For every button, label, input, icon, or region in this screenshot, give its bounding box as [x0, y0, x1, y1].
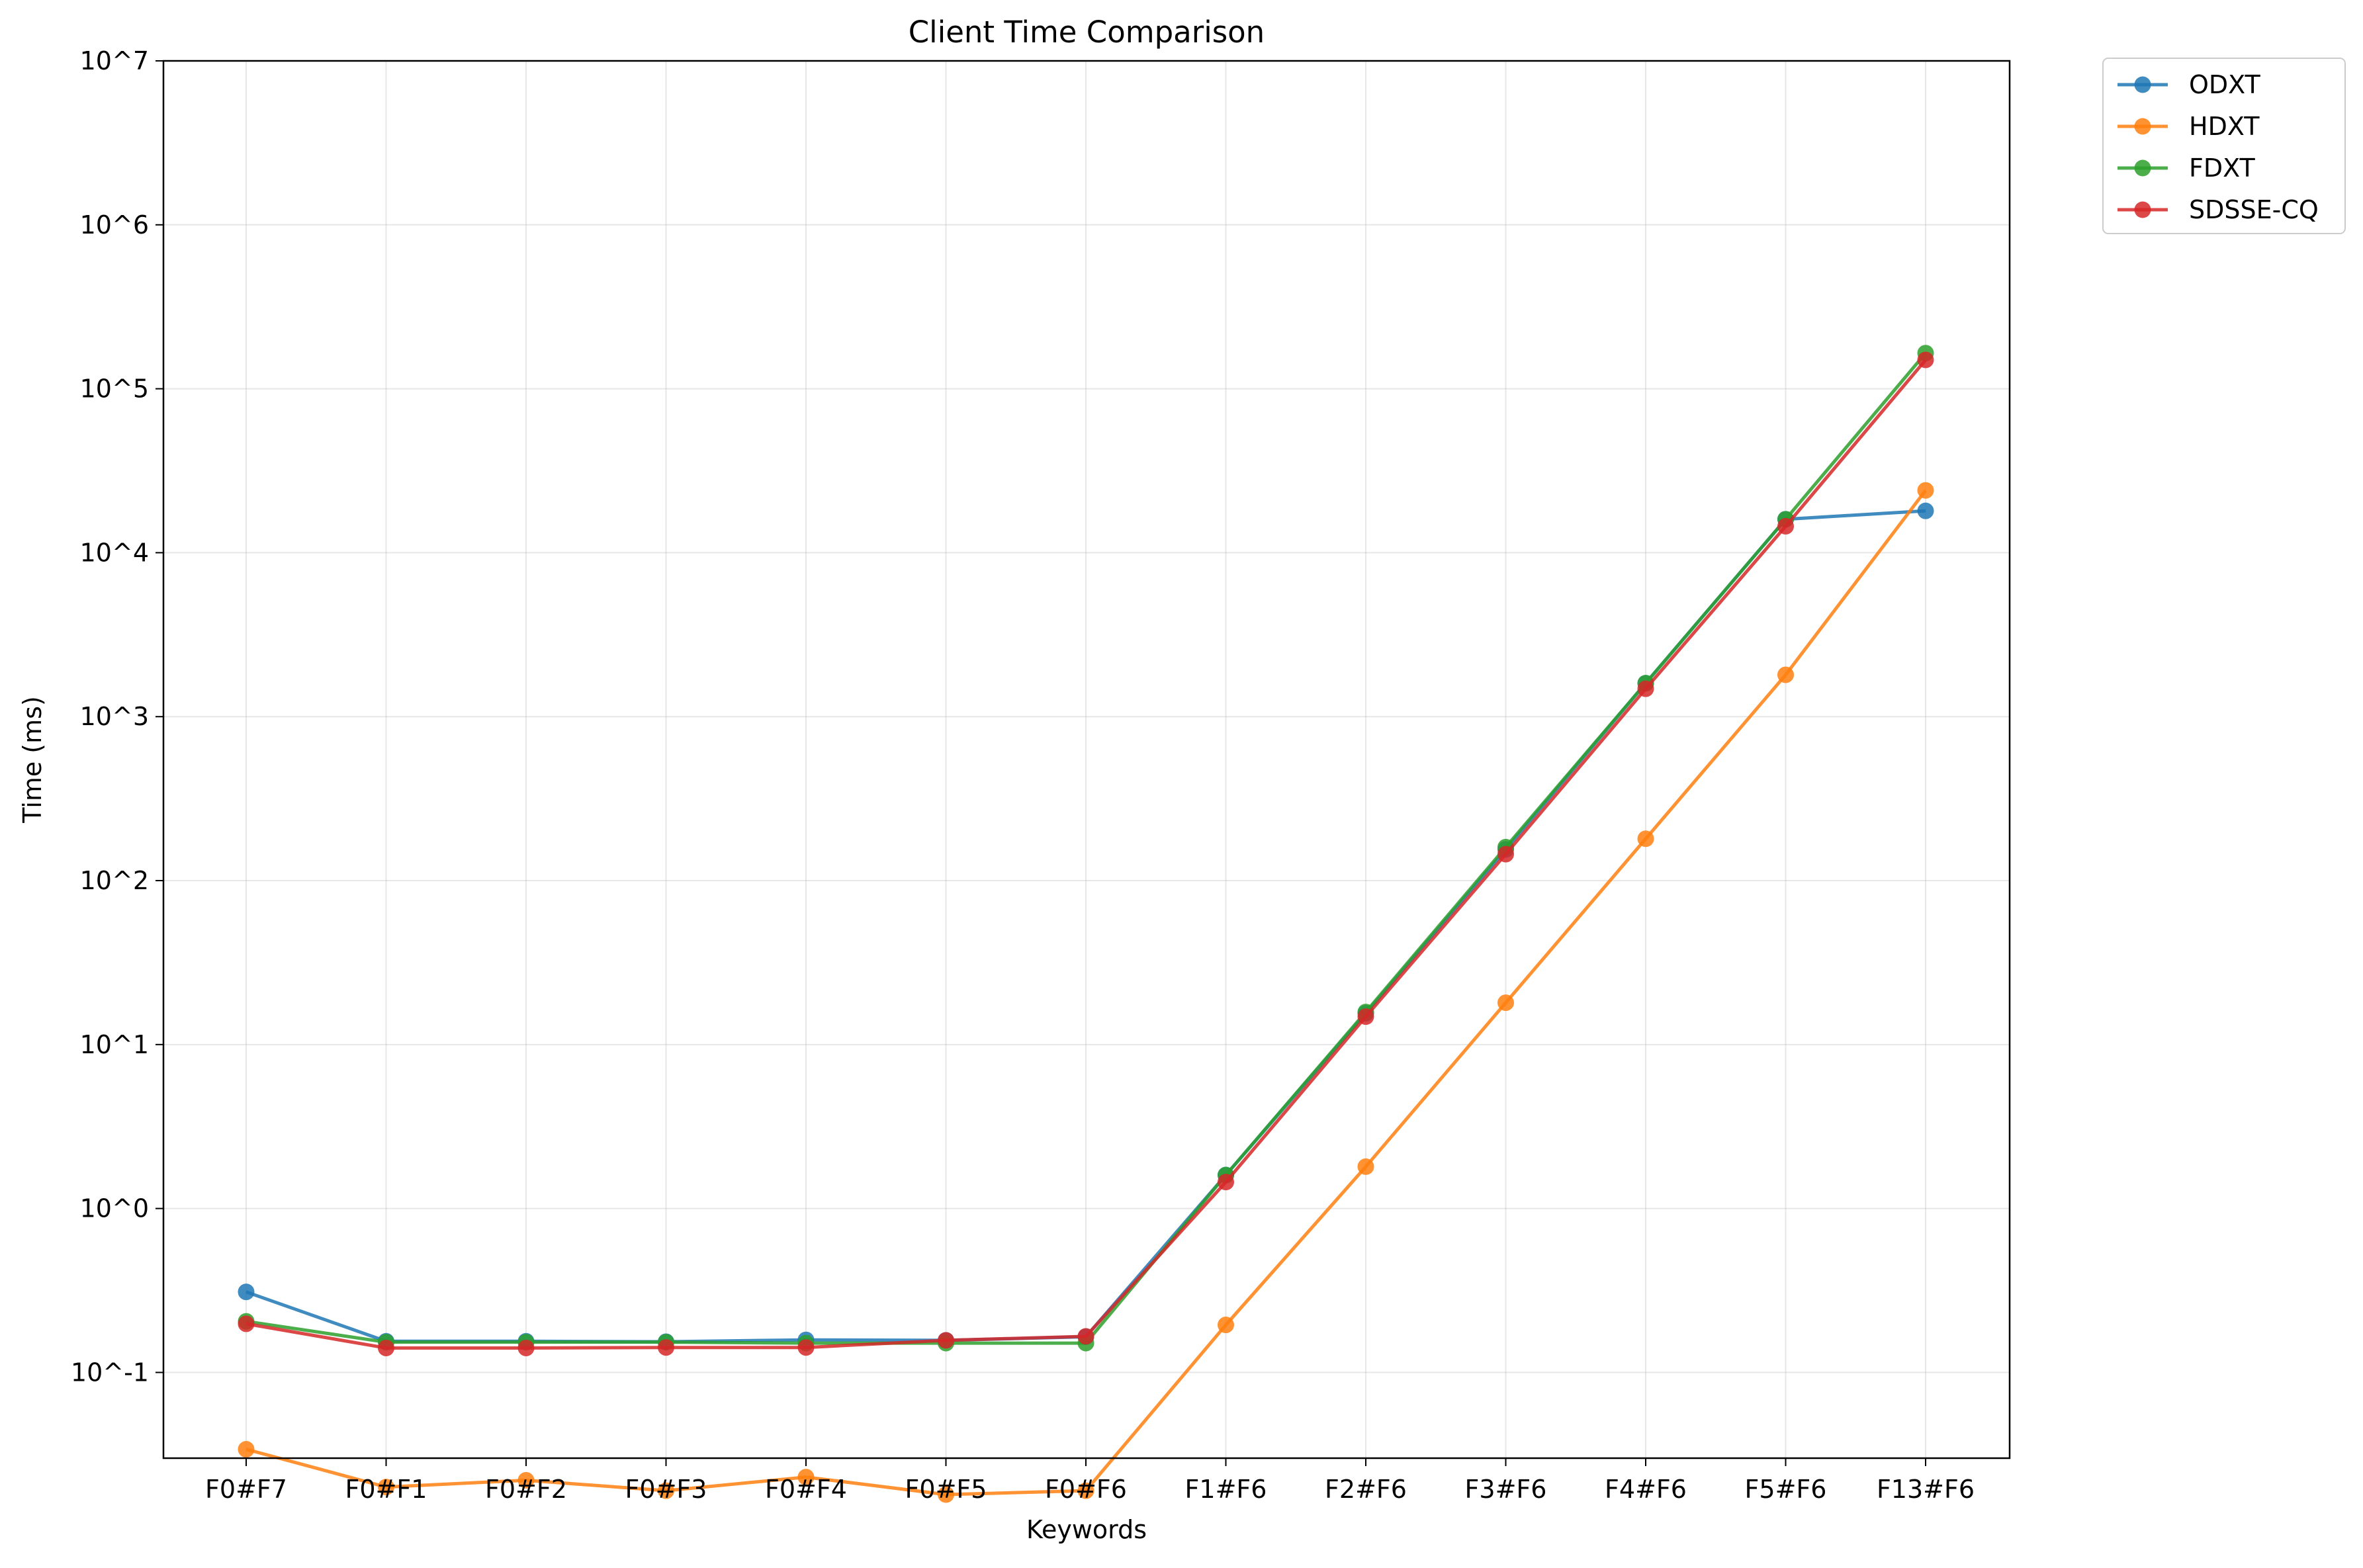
legend-label: FDXT	[2189, 153, 2255, 183]
y-tick-label: 10^7	[80, 46, 149, 75]
data-point	[1357, 1008, 1374, 1025]
data-point	[1917, 482, 1934, 499]
data-point	[1218, 1174, 1234, 1191]
legend-swatch-marker	[2134, 159, 2151, 177]
x-tick-label: F13#F6	[1877, 1475, 1975, 1504]
x-tick-label: F0#F4	[765, 1475, 847, 1504]
data-point	[1357, 1158, 1374, 1175]
x-tick-label: F3#F6	[1465, 1475, 1547, 1504]
data-point	[238, 1315, 255, 1332]
y-axis: 10^-1 10^0 10^1 10^2 10^3 10^4 10^5 10^6 10^7	[71, 46, 163, 1387]
data-point	[238, 1441, 255, 1458]
series-layer	[238, 345, 1934, 1503]
data-point	[797, 1469, 815, 1486]
x-axis-label: Keywords	[1026, 1515, 1147, 1544]
x-tick-label: F0#F3	[625, 1475, 707, 1504]
x-tick-label: F0#F7	[205, 1475, 287, 1504]
data-point	[1637, 830, 1654, 848]
y-tick-label: 10^4	[80, 538, 149, 567]
data-point	[1077, 1328, 1094, 1345]
x-tick-label: F4#F6	[1605, 1475, 1687, 1504]
data-point	[658, 1482, 674, 1499]
legend-label: HDXT	[2189, 112, 2260, 141]
x-tick-label: F0#F2	[485, 1475, 567, 1504]
x-tick-label: F0#F1	[345, 1475, 427, 1504]
legend-box	[2102, 58, 2346, 234]
y-tick-label: 10^-1	[71, 1358, 149, 1387]
data-point	[1077, 1482, 1094, 1499]
data-point	[238, 1284, 255, 1301]
y-tick-label: 10^3	[80, 702, 149, 731]
y-tick-label: 10^1	[80, 1030, 149, 1059]
legend-swatch-marker	[2134, 76, 2151, 93]
legend-item-odxt: ODXT	[2118, 70, 2261, 99]
legend-label: ODXT	[2189, 70, 2261, 99]
data-point	[1497, 994, 1514, 1012]
data-point	[1218, 1317, 1234, 1334]
legend-swatch-marker	[2134, 201, 2151, 218]
data-point	[1637, 680, 1654, 697]
y-tick-label: 10^2	[80, 866, 149, 895]
data-point	[1777, 517, 1794, 535]
x-tick-label: F1#F6	[1185, 1475, 1267, 1504]
series-sdsse-cq	[238, 351, 1934, 1356]
data-point	[378, 1479, 394, 1496]
data-point	[378, 1339, 394, 1356]
x-tick-label: F5#F6	[1745, 1475, 1827, 1504]
y-tick-label: 10^0	[80, 1194, 149, 1223]
legend: ODXT HDXT FDXT SDSSE-CQ	[2102, 58, 2346, 234]
x-tick-label: F0#F5	[905, 1475, 987, 1504]
x-tick-label: F0#F6	[1045, 1475, 1127, 1504]
data-point	[938, 1332, 954, 1349]
data-point	[1917, 351, 1934, 369]
legend-label: SDSSE-CQ	[2189, 195, 2319, 224]
legend-item-hdxt: HDXT	[2118, 112, 2260, 141]
data-point	[938, 1486, 954, 1503]
data-point	[1917, 502, 1934, 519]
x-axis: F0#F7 F0#F1 F0#F2 F0#F3 F0#F4 F0#F5 F0#F6 F1#F6…	[205, 1458, 1975, 1504]
data-point	[658, 1339, 674, 1356]
series-hdxt	[238, 482, 1934, 1503]
x-tick-label: F2#F6	[1325, 1475, 1407, 1504]
data-point	[797, 1339, 815, 1356]
chart-title: Client Time Comparison	[909, 15, 1265, 50]
y-tick-label: 10^6	[80, 210, 149, 240]
y-axis-label: Time (ms)	[18, 696, 47, 824]
legend-item-sdsse-cq: SDSSE-CQ	[2118, 195, 2319, 224]
y-tick-label: 10^5	[80, 374, 149, 404]
data-point	[517, 1471, 535, 1489]
data-point	[1497, 846, 1514, 863]
data-point	[1777, 666, 1794, 683]
legend-item-fdxt: FDXT	[2118, 153, 2255, 183]
legend-swatch-marker	[2134, 118, 2151, 135]
data-point	[517, 1339, 535, 1356]
